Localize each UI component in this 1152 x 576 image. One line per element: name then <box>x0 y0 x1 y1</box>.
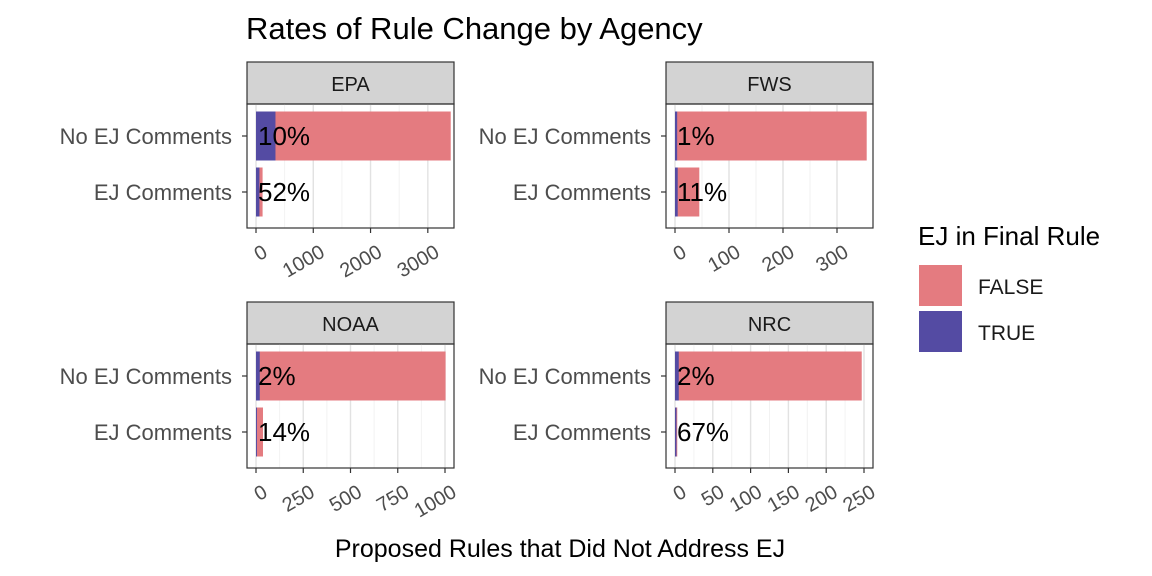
bar-true-segment <box>675 407 677 457</box>
legend-swatch <box>919 311 962 352</box>
x-tick-label: 100 <box>726 481 766 517</box>
bar-percent-label: 2% <box>677 361 715 391</box>
x-tick-label: 1000 <box>411 481 461 522</box>
x-tick-label: 50 <box>698 481 728 511</box>
bar-percent-label: 10% <box>258 121 310 151</box>
facet-panel: EPA 10% No EJ Comments 52% EJ Comments 0 1000 2… <box>60 61 455 282</box>
bar-true-segment <box>256 407 257 457</box>
legend-label: TRUE <box>978 322 1035 345</box>
facet-panel: NOAA 2% No EJ Comments 14% EJ Comments 0 250 50… <box>60 301 461 522</box>
bar-percent-label: 67% <box>677 417 729 447</box>
x-tick-label: 0 <box>670 241 691 266</box>
bar-true-segment <box>256 167 260 217</box>
x-tick-label: 0 <box>251 481 272 506</box>
bar-percent-label: 14% <box>258 417 310 447</box>
bar-false-segment <box>256 111 451 161</box>
facet-panel: FWS 1% No EJ Comments 11% EJ Comments 0 100 200… <box>479 61 874 277</box>
x-tick-label: 0 <box>670 481 691 506</box>
bar-true-segment <box>675 351 679 401</box>
x-axis-label: Proposed Rules that Did Not Address EJ <box>335 535 785 563</box>
bar-true-segment <box>256 111 276 161</box>
facet-title: EPA <box>331 74 370 96</box>
bar-true-segment <box>675 111 678 161</box>
facet-strip <box>665 61 874 105</box>
panel-border <box>665 343 874 469</box>
bar-percent-label: 11% <box>677 177 727 207</box>
category-label: No EJ Comments <box>479 364 651 389</box>
bar-percent-label: 2% <box>258 361 296 391</box>
x-tick-label: 0 <box>251 241 272 266</box>
bar-false-segment <box>675 167 700 217</box>
panel-border <box>246 103 455 229</box>
bar-false-segment <box>256 351 446 401</box>
bar-true-segment <box>256 351 260 401</box>
category-label: EJ Comments <box>94 420 232 445</box>
legend-label: FALSE <box>978 276 1043 299</box>
bar-percent-label: 52% <box>258 177 310 207</box>
x-tick-label: 3000 <box>394 241 444 282</box>
bar-percent-label: 1% <box>677 121 715 151</box>
x-tick-label: 100 <box>704 241 744 277</box>
x-tick-label: 250 <box>839 481 879 517</box>
category-label: EJ Comments <box>94 180 232 205</box>
legend: EJ in Final Rule FALSE TRUE <box>918 221 1100 352</box>
legend-swatch <box>919 265 962 306</box>
x-tick-label: 750 <box>373 481 413 517</box>
x-tick-label: 2000 <box>336 241 386 282</box>
x-tick-label: 500 <box>326 481 366 517</box>
category-label: No EJ Comments <box>479 124 651 149</box>
x-tick-label: 150 <box>764 481 804 517</box>
x-tick-label: 200 <box>802 481 842 517</box>
category-label: No EJ Comments <box>60 124 232 149</box>
bar-true-segment <box>675 167 678 217</box>
x-tick-label: 300 <box>812 241 852 277</box>
facet-title: FWS <box>747 74 791 96</box>
facet-strip <box>246 61 455 105</box>
chart-title: Rates of Rule Change by Agency <box>246 11 703 46</box>
x-tick-label: 200 <box>758 241 798 277</box>
bar-false-segment <box>256 407 263 457</box>
bar-false-segment <box>675 111 867 161</box>
category-label: No EJ Comments <box>60 364 232 389</box>
panel-border <box>665 103 874 229</box>
facet-title: NRC <box>748 314 791 336</box>
x-tick-label: 1000 <box>279 241 329 282</box>
category-label: EJ Comments <box>513 420 651 445</box>
category-label: EJ Comments <box>513 180 651 205</box>
facet-strip <box>246 301 455 345</box>
facet-strip <box>665 301 874 345</box>
bar-false-segment <box>675 351 862 401</box>
facet-title: NOAA <box>322 314 379 336</box>
legend-title: EJ in Final Rule <box>918 221 1100 251</box>
facet-panel: NRC 2% No EJ Comments 67% EJ Comments 0 501001… <box>479 301 879 517</box>
x-tick-label: 250 <box>279 481 319 517</box>
